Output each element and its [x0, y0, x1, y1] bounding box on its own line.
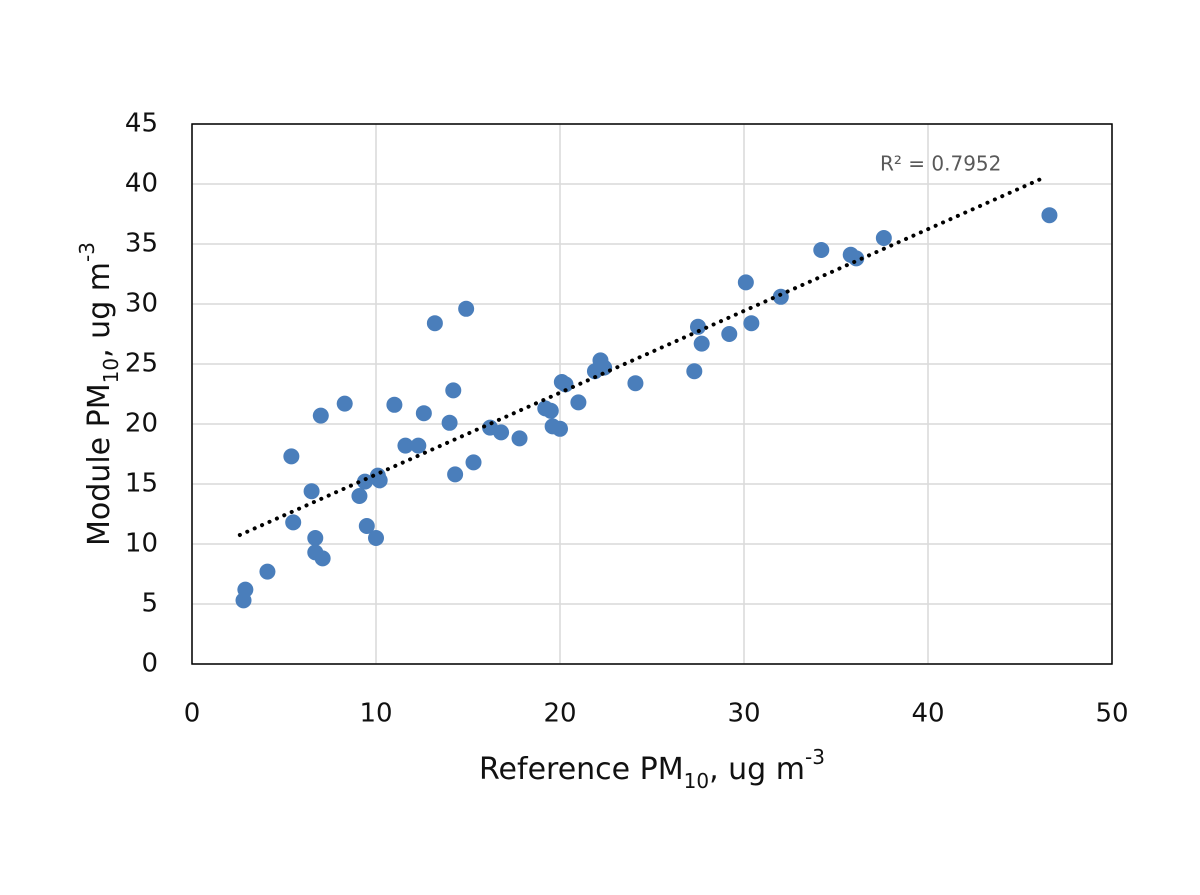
- point: [259, 563, 276, 580]
- point: [721, 326, 738, 342]
- axis-label-part: Module PM: [82, 383, 117, 546]
- point: [737, 274, 754, 291]
- point: [386, 396, 403, 413]
- point: [511, 430, 528, 447]
- point: [410, 437, 427, 454]
- point: [371, 472, 388, 489]
- point: [627, 375, 644, 392]
- point: [445, 382, 462, 399]
- point: [312, 407, 329, 424]
- y-tick-label: 5: [141, 589, 158, 619]
- point: [285, 514, 302, 531]
- point: [351, 488, 368, 504]
- point: [368, 530, 384, 546]
- point: [1041, 207, 1058, 224]
- point: [875, 230, 892, 246]
- plot-frame: [191, 123, 1113, 665]
- point: [693, 335, 710, 352]
- point: [743, 315, 760, 332]
- axis-label-part: , ug m: [709, 752, 805, 787]
- point: [848, 250, 865, 267]
- axis-label-part: -3: [805, 745, 825, 769]
- point: [397, 437, 414, 454]
- axis-label-part: , ug m: [82, 262, 117, 358]
- point: [358, 518, 375, 534]
- point: [307, 530, 324, 546]
- y-tick-label: 40: [125, 169, 158, 199]
- x-tick-label: 30: [727, 699, 760, 729]
- point: [690, 318, 706, 335]
- point: [283, 448, 300, 465]
- point: [542, 402, 559, 419]
- y-axis-label: Module PM10, ug m-3: [75, 242, 123, 546]
- x-tick-label: 50: [1095, 699, 1128, 729]
- y-tick-label: 25: [125, 349, 158, 379]
- point: [356, 473, 373, 490]
- point: [441, 414, 458, 431]
- point: [686, 363, 703, 380]
- point: [557, 376, 574, 393]
- axis-label-part: Reference PM: [479, 752, 684, 787]
- axis-label-part: 10: [684, 769, 709, 793]
- point: [426, 315, 443, 332]
- point: [314, 550, 331, 567]
- point: [458, 300, 475, 317]
- point: [303, 483, 320, 500]
- point: [415, 405, 432, 422]
- y-tick-label: 45: [125, 109, 158, 139]
- y-tick-label: 20: [125, 409, 158, 439]
- x-tick-label: 0: [184, 699, 201, 729]
- r-squared-annotation: R² = 0.7952: [880, 152, 1001, 176]
- point: [596, 359, 613, 376]
- y-tick-label: 15: [125, 469, 158, 499]
- y-tick-label: 30: [125, 289, 158, 319]
- x-tick-label: 20: [543, 699, 576, 729]
- point: [465, 454, 482, 471]
- y-tick-label: 0: [141, 649, 158, 679]
- point: [552, 420, 568, 437]
- point: [493, 424, 510, 441]
- axis-label-part: -3: [75, 242, 99, 262]
- point: [772, 288, 789, 305]
- y-tick-label: 10: [125, 529, 158, 559]
- x-axis-label: Reference PM10, ug m-3: [479, 745, 825, 793]
- point: [447, 466, 464, 483]
- point: [237, 581, 254, 598]
- point: [336, 395, 353, 412]
- x-tick-label: 10: [359, 699, 392, 729]
- point: [813, 242, 830, 258]
- trendline: [237, 174, 1048, 537]
- x-tick-label: 40: [911, 699, 944, 729]
- axis-label-part: 10: [99, 358, 123, 383]
- point: [570, 394, 587, 411]
- y-tick-label: 35: [125, 229, 158, 259]
